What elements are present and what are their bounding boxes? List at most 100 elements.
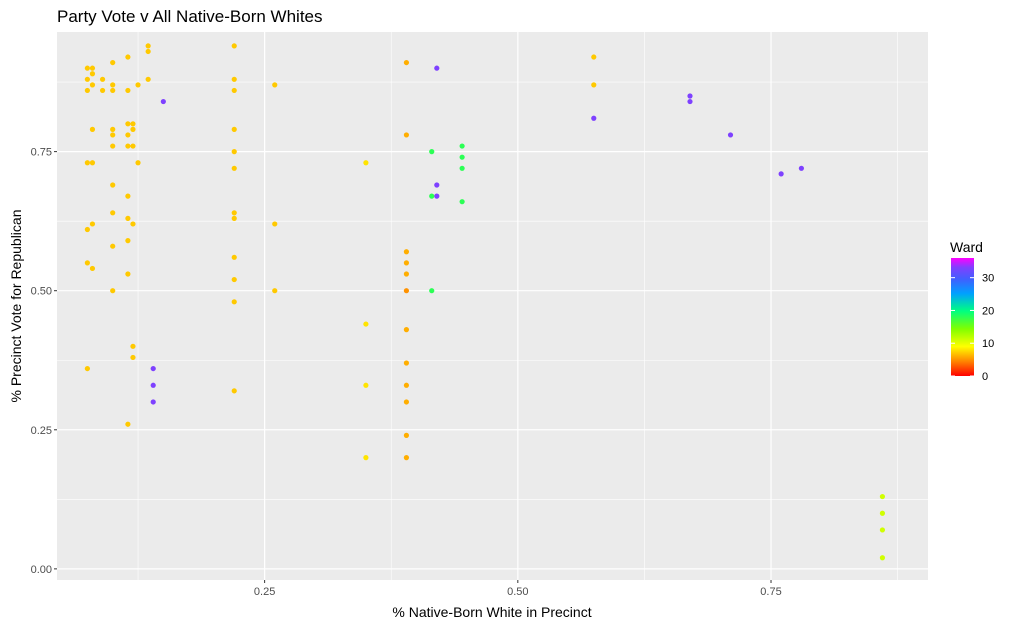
data-point (84, 365, 90, 372)
data-point (150, 365, 156, 372)
x-tick-label: 0.50 (507, 586, 528, 598)
data-point (110, 59, 116, 66)
data-point (591, 82, 597, 88)
data-point (130, 121, 136, 127)
data-point (591, 54, 597, 60)
data-point (403, 271, 410, 277)
data-point (459, 154, 465, 160)
data-point (150, 399, 156, 405)
legend-colorbar (951, 258, 974, 376)
data-point (125, 121, 131, 127)
data-point (125, 271, 131, 277)
data-point (363, 321, 369, 327)
data-point (125, 193, 131, 199)
data-point (434, 193, 440, 199)
data-point (84, 76, 90, 82)
data-point (403, 399, 410, 405)
data-point (403, 260, 410, 266)
grid-major (57, 32, 928, 580)
data-point (798, 165, 805, 171)
data-point (110, 288, 116, 294)
data-point (135, 82, 141, 88)
chart-title: Party Vote v All Native-Born Whites (57, 7, 323, 26)
data-point (459, 143, 465, 149)
data-point (429, 193, 435, 199)
data-point (272, 288, 278, 294)
data-point (778, 171, 784, 177)
data-point (403, 327, 410, 333)
data-point (231, 76, 237, 82)
data-point (403, 132, 410, 138)
data-point (403, 249, 410, 255)
data-point (231, 388, 237, 394)
data-point (231, 165, 237, 171)
data-point (125, 238, 131, 244)
data-point (99, 76, 106, 82)
points (84, 43, 886, 561)
data-point (145, 43, 151, 49)
legend-tick-label: 30 (982, 273, 994, 285)
data-point (110, 243, 116, 249)
data-point (89, 221, 96, 227)
data-point (89, 265, 96, 272)
data-point (231, 215, 237, 221)
data-point (459, 199, 465, 205)
data-point (130, 354, 136, 361)
data-point (145, 76, 151, 82)
legend-tick-label: 0 (982, 371, 988, 383)
data-point (125, 421, 131, 427)
data-point (403, 360, 410, 366)
data-point (434, 182, 440, 188)
data-point (591, 115, 597, 121)
data-point (403, 59, 410, 66)
data-point (403, 382, 410, 388)
data-point (125, 143, 131, 149)
data-point (879, 510, 886, 516)
data-point (160, 98, 166, 105)
data-point (125, 54, 131, 60)
data-point (434, 65, 440, 71)
data-point (99, 87, 106, 94)
grid-minor (57, 32, 928, 580)
y-tick-label: 0.00 (31, 564, 52, 576)
y-tick-label: 0.50 (31, 286, 52, 298)
data-point (231, 43, 237, 49)
data-point (403, 288, 410, 294)
data-point (459, 165, 465, 171)
y-axis-label: % Precinct Vote for Republican (8, 210, 24, 403)
data-point (429, 149, 435, 155)
data-point (150, 382, 156, 388)
data-point (130, 126, 136, 132)
data-point (231, 149, 237, 155)
data-point (687, 93, 693, 99)
data-point (363, 382, 369, 388)
data-point (89, 82, 96, 88)
data-point (231, 254, 237, 260)
y-axis-ticks: 0.00 0.25 0.50 0.75 (31, 147, 57, 576)
legend-tick-label: 20 (982, 305, 994, 317)
data-point (231, 87, 237, 94)
data-point (110, 82, 116, 88)
data-point (231, 276, 237, 283)
data-point (84, 160, 90, 166)
data-point (130, 143, 136, 149)
data-point (125, 215, 131, 221)
y-tick-label: 0.75 (31, 147, 52, 159)
data-point (110, 132, 116, 138)
data-point (145, 48, 151, 55)
data-point (130, 221, 136, 227)
x-tick-label: 0.75 (760, 586, 781, 598)
data-point (879, 555, 886, 561)
y-tick-label: 0.25 (31, 425, 52, 437)
data-point (89, 71, 96, 77)
legend-tick-label: 10 (982, 338, 994, 350)
x-axis-ticks: 0.25 0.50 0.75 (254, 580, 782, 598)
data-point (135, 160, 141, 166)
data-point (110, 210, 116, 216)
plot-panel (57, 32, 928, 580)
data-point (429, 288, 435, 294)
data-point (84, 260, 90, 266)
data-point (687, 98, 693, 105)
legend: Ward 0 10 20 30 (950, 239, 994, 383)
